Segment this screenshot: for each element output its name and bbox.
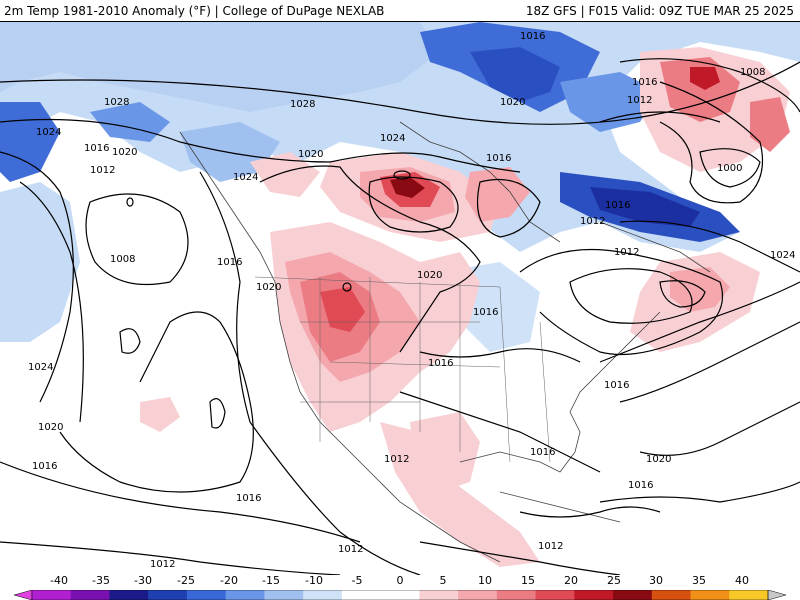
colorbar-tick: 30 (649, 574, 663, 587)
colorbar-swatch (496, 590, 537, 600)
isobar-label: 1012 (614, 247, 639, 258)
isobar-label: 1020 (298, 149, 323, 160)
isobar-label: 1024 (36, 127, 61, 138)
colorbar-swatch (613, 590, 653, 600)
colorbar-swatch (690, 590, 730, 600)
colorbar-tick: -10 (305, 574, 323, 587)
isobar-labels: 1028 1024 1016 1020 1012 1008 1000 1012 … (28, 31, 795, 570)
isobar-label: 1016 (530, 447, 555, 458)
isobar-label: 1020 (417, 270, 442, 281)
isobar-label: 1028 (104, 97, 129, 108)
colorbar-swatch (148, 590, 188, 600)
colorbar-swatch (535, 590, 575, 600)
colorbar-swatch (303, 590, 343, 600)
isobar-label: 1008 (110, 254, 135, 265)
colorbar-tick: 10 (478, 574, 492, 587)
isobar-label: 1016 (236, 493, 261, 504)
map-canvas: 1028 1024 1016 1020 1012 1008 1000 1012 … (0, 22, 800, 575)
colorbar-tick: 20 (564, 574, 578, 587)
colorbar-tick: -20 (220, 574, 238, 587)
colorbar-tick: 0 (396, 574, 404, 587)
colorbar-swatch (109, 590, 149, 600)
isobar-label: 1008 (740, 67, 765, 78)
colorbar-swatches (14, 590, 786, 600)
isobar-label: 1012 (150, 559, 175, 570)
isobar-label: 1020 (646, 454, 671, 465)
isobar-label: 1016 (605, 200, 630, 211)
isobar-label: 1024 (770, 250, 795, 261)
colorbar-tick: 35 (692, 574, 706, 587)
colorbar-swatch (574, 590, 614, 600)
isobar-label: 1016 (32, 461, 57, 472)
isobar-label: 1016 (217, 257, 242, 268)
isobars (0, 58, 800, 575)
coastlines (179, 121, 711, 563)
colorbar-tick: -40 (50, 574, 68, 587)
colorbar-swatch (458, 590, 498, 600)
isobar-label: 1012 (90, 165, 115, 176)
isobar-label: 1020 (500, 97, 525, 108)
colorbar-tick: -25 (177, 574, 195, 587)
isobar-label: 1012 (338, 544, 363, 555)
isobar-label: 1024 (380, 133, 405, 144)
colorbar-swatch (729, 590, 769, 600)
political-borders (254, 276, 551, 463)
map-title: 2m Temp 1981-2010 Anomaly (°F) | College… (4, 4, 385, 18)
pressure-centers (126, 170, 411, 292)
isobar-label: 1020 (38, 422, 63, 433)
isobar-label: 1016 (520, 31, 545, 42)
isobar-label: 1016 (628, 480, 653, 491)
isobar-label: 1012 (538, 541, 563, 552)
isobar-label: 1020 (256, 282, 281, 293)
isobar-label: 1024 (233, 172, 258, 183)
colorbar-swatch (186, 590, 227, 600)
colorbar-swatch (70, 590, 110, 600)
colorbar-swatch (651, 590, 692, 600)
isobar-label: 1012 (384, 454, 409, 465)
isobar-label: 1016 (604, 380, 629, 391)
isobar-label: 1000 (717, 163, 742, 174)
colorbar-swatch (14, 590, 33, 600)
colorbar-swatch (32, 590, 72, 600)
colorbar-swatch (767, 590, 786, 600)
colorbar-swatch (264, 590, 304, 600)
run-info: 18Z GFS | F015 Valid: 09Z TUE MAR 25 202… (525, 4, 794, 18)
colorbar-tick: 25 (607, 574, 621, 587)
colorbar-swatch (341, 590, 382, 600)
colorbar-tick: -5 (351, 574, 363, 587)
colorbar-tick: -35 (92, 574, 110, 587)
isobar-label: 1020 (112, 147, 137, 158)
colorbar: -40 -35 -30 -25 -20 -15 -10 -5 0 5 10 15… (0, 575, 800, 600)
header-bar: 2m Temp 1981-2010 Anomaly (°F) | College… (0, 0, 800, 22)
colorbar-tick: 5 (439, 574, 447, 587)
isobar-label: 1028 (290, 99, 315, 110)
isobar-label: 1012 (580, 216, 605, 227)
isobar-label: 1016 (473, 307, 498, 318)
colorbar-swatch (380, 590, 420, 600)
cold-anomaly-shading (0, 22, 800, 352)
isobar-label: 1016 (84, 143, 109, 154)
colorbar-swatch (419, 590, 459, 600)
colorbar-tick: -30 (134, 574, 152, 587)
colorbar-tick: 40 (735, 574, 749, 587)
colorbar-border (31, 590, 769, 600)
isobar-label: 1024 (28, 362, 53, 373)
colorbar-tick: -15 (262, 574, 280, 587)
colorbar-swatch (225, 590, 265, 600)
isobar-label: 1016 (428, 358, 453, 369)
colorbar-tick: 15 (521, 574, 535, 587)
isobar-label: 1012 (627, 95, 652, 106)
isobar-label: 1016 (632, 77, 657, 88)
anomaly-map: 1028 1024 1016 1020 1012 1008 1000 1012 … (0, 22, 800, 575)
isobar-label: 1016 (486, 153, 511, 164)
